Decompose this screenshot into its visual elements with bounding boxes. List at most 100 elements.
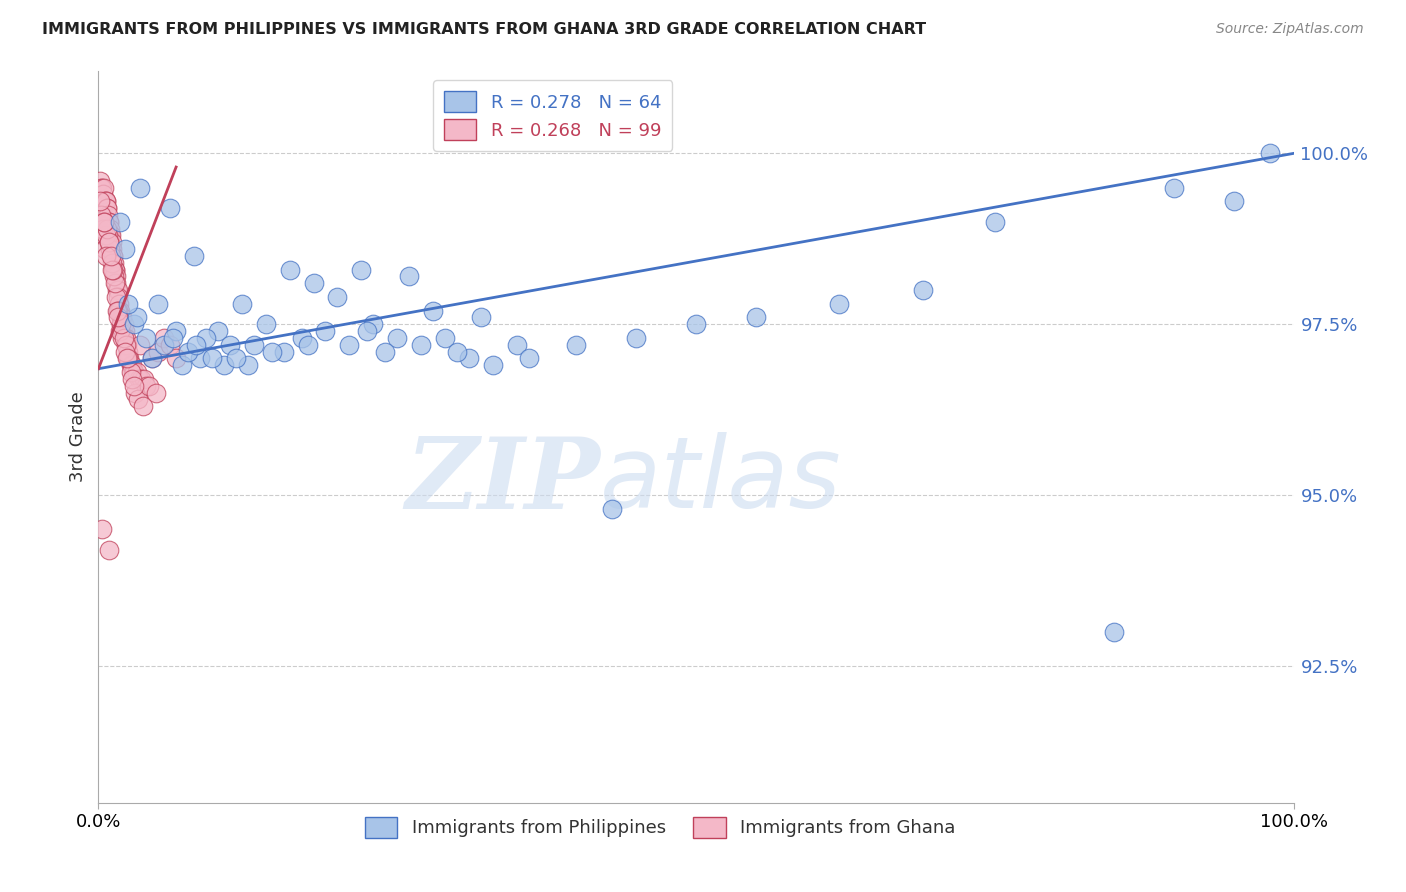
Point xyxy=(108,303,131,318)
Point xyxy=(96,201,118,215)
Point xyxy=(225,351,247,366)
Point xyxy=(94,194,117,209)
Point xyxy=(91,180,114,194)
Point xyxy=(94,249,117,263)
Point xyxy=(125,365,148,379)
Point xyxy=(363,318,385,332)
Point xyxy=(326,290,349,304)
Point xyxy=(159,338,181,352)
Point xyxy=(115,351,138,366)
Point xyxy=(93,228,115,243)
Point xyxy=(828,297,851,311)
Point xyxy=(91,187,114,202)
Point xyxy=(98,235,121,250)
Point xyxy=(120,359,142,373)
Point xyxy=(254,318,277,332)
Point xyxy=(107,310,129,325)
Point xyxy=(219,338,242,352)
Point xyxy=(89,194,111,209)
Point xyxy=(103,249,125,263)
Point xyxy=(231,297,253,311)
Point xyxy=(111,331,134,345)
Point xyxy=(153,338,176,352)
Point xyxy=(470,310,492,325)
Point xyxy=(110,310,132,325)
Point xyxy=(291,331,314,345)
Point xyxy=(105,303,128,318)
Point xyxy=(105,283,128,297)
Point xyxy=(114,344,136,359)
Point xyxy=(112,318,135,332)
Point xyxy=(201,351,224,366)
Point xyxy=(1104,624,1126,639)
Point xyxy=(1223,194,1246,209)
Point xyxy=(127,392,149,407)
Point xyxy=(120,365,142,379)
Point xyxy=(108,324,131,338)
Point xyxy=(96,221,118,235)
Point xyxy=(101,242,124,256)
Point xyxy=(98,242,122,256)
Point xyxy=(132,372,155,386)
Point xyxy=(97,215,120,229)
Point xyxy=(165,324,187,338)
Point xyxy=(685,318,707,332)
Point xyxy=(148,297,170,311)
Point xyxy=(97,228,120,243)
Point xyxy=(124,365,146,379)
Point xyxy=(145,385,167,400)
Point xyxy=(104,277,127,291)
Point xyxy=(89,174,111,188)
Point xyxy=(111,324,134,338)
Point xyxy=(260,344,283,359)
Point xyxy=(100,235,122,250)
Point xyxy=(124,318,146,332)
Point xyxy=(350,262,373,277)
Point xyxy=(626,331,648,345)
Point xyxy=(162,331,184,345)
Point xyxy=(117,351,139,366)
Point xyxy=(97,235,120,250)
Point xyxy=(100,228,122,243)
Point xyxy=(434,331,457,345)
Point xyxy=(236,359,259,373)
Point xyxy=(207,324,229,338)
Text: ZIP: ZIP xyxy=(405,433,600,529)
Point xyxy=(114,324,136,338)
Point xyxy=(131,372,153,386)
Point xyxy=(125,310,148,325)
Point xyxy=(458,351,481,366)
Point xyxy=(315,324,337,338)
Point xyxy=(385,331,409,345)
Point xyxy=(117,297,139,311)
Point xyxy=(273,344,295,359)
Point xyxy=(124,385,146,400)
Point xyxy=(110,318,132,332)
Point xyxy=(912,283,935,297)
Point xyxy=(91,215,114,229)
Point xyxy=(183,249,205,263)
Point xyxy=(135,331,157,345)
Point xyxy=(117,344,139,359)
Point xyxy=(602,501,624,516)
Point xyxy=(745,310,768,325)
Point xyxy=(115,331,138,345)
Point xyxy=(101,249,124,263)
Point xyxy=(124,379,146,393)
Text: atlas: atlas xyxy=(600,433,842,530)
Point xyxy=(1258,146,1281,161)
Point xyxy=(105,290,128,304)
Point xyxy=(93,215,115,229)
Point xyxy=(115,338,138,352)
Point xyxy=(104,262,127,277)
Point xyxy=(107,303,129,318)
Point xyxy=(153,331,176,345)
Point xyxy=(172,359,194,373)
Point xyxy=(111,310,134,325)
Point xyxy=(122,365,145,379)
Point xyxy=(96,194,118,209)
Point xyxy=(104,269,127,284)
Point xyxy=(243,338,266,352)
Y-axis label: 3rd Grade: 3rd Grade xyxy=(69,392,87,483)
Point xyxy=(565,338,588,352)
